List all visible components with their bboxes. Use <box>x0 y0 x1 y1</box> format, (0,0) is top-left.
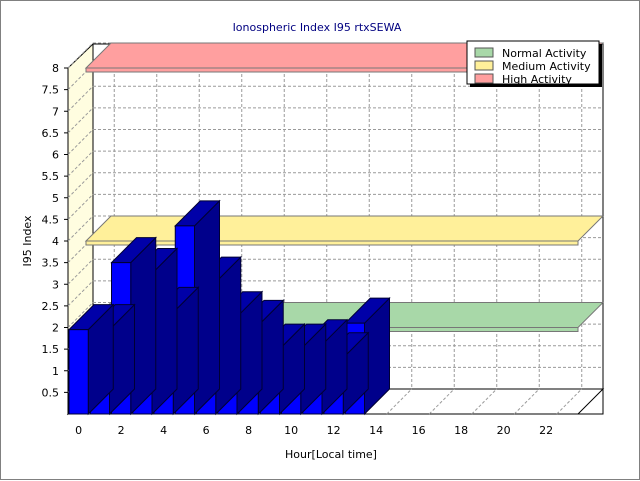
y-tick-label: 6 <box>52 149 59 162</box>
y-gridline-side <box>67 42 94 69</box>
band-medium-activity <box>84 215 605 242</box>
x-tick-label: 8 <box>245 424 252 437</box>
y-gridline-side <box>67 172 94 199</box>
x-tick-label: 12 <box>327 424 341 437</box>
y-tick-label: 3 <box>52 278 59 291</box>
x-gridline-floor <box>428 388 455 415</box>
legend-label: Medium Activity <box>502 60 591 73</box>
bar <box>67 303 115 416</box>
y-tick-label: 0.5 <box>42 386 60 399</box>
y-tick-label: 2.5 <box>42 300 60 313</box>
band-edge <box>85 240 579 246</box>
y-tick-label: 4 <box>52 235 59 248</box>
y-gridline-side <box>67 237 94 263</box>
y-tick-label: 8 <box>52 62 59 75</box>
chart-title: Ionospheric Index I95 rtxSEWA <box>233 21 402 34</box>
y-gridline-side <box>67 85 94 112</box>
y-axis-label: I95 Index <box>21 215 34 267</box>
y-gridline-side <box>67 215 94 242</box>
x-tick-label: 16 <box>412 424 426 437</box>
x-tick-label: 2 <box>118 424 125 437</box>
x-tick-label: 0 <box>75 424 82 437</box>
x-tick-label: 4 <box>160 424 167 437</box>
y-tick-label: 4.5 <box>42 213 60 226</box>
x-tick-label: 10 <box>284 424 298 437</box>
legend-label: Normal Activity <box>502 47 587 60</box>
y-axis-ticks: 0.5 1 1.5 2 2.5 3 3.5 4 4.5 5 5.5 6 6.5 7 7.5 8 <box>42 62 68 399</box>
x-gridline-floor <box>513 388 540 415</box>
y-tick-label: 6.5 <box>42 127 60 140</box>
x-tick-label: 22 <box>539 424 553 437</box>
legend-label: High Activity <box>502 73 572 86</box>
y-tick-label: 7.5 <box>42 84 60 97</box>
y-tick-label: 5.5 <box>42 170 60 183</box>
x-gridline-floor <box>471 388 498 415</box>
bar-front <box>68 329 89 415</box>
y-gridline-side <box>67 150 94 177</box>
x-gridline-floor <box>386 388 413 415</box>
y-tick-label: 2 <box>52 322 59 335</box>
legend-swatch <box>474 73 494 84</box>
x-gridline-floor <box>556 388 583 415</box>
x-axis-label: Hour[Local time] <box>285 448 377 461</box>
bars <box>67 199 391 416</box>
y-tick-label: 5 <box>52 192 59 205</box>
y-gridline-side <box>67 280 94 307</box>
y-tick-label: 1.5 <box>42 343 60 356</box>
y-gridline-side <box>67 107 94 134</box>
y-gridline-side <box>67 194 94 220</box>
y-tick-label: 3.5 <box>42 257 60 270</box>
x-axis-ticks: 0 2 4 6 8 10 12 14 16 18 20 22 <box>75 424 553 437</box>
x-tick-label: 6 <box>203 424 210 437</box>
y-gridline-side <box>67 64 94 90</box>
x-tick-label: 20 <box>497 424 511 437</box>
x-tick-label: 18 <box>454 424 468 437</box>
y-gridline-side <box>67 129 94 155</box>
y-tick-label: 1 <box>52 365 59 378</box>
y-tick-label: 7 <box>52 105 59 118</box>
x-tick-label: 14 <box>369 424 383 437</box>
y-gridline-side <box>67 258 94 285</box>
legend-swatch <box>474 60 494 71</box>
y-gridline-side <box>67 302 94 328</box>
legend-swatch <box>474 47 494 58</box>
